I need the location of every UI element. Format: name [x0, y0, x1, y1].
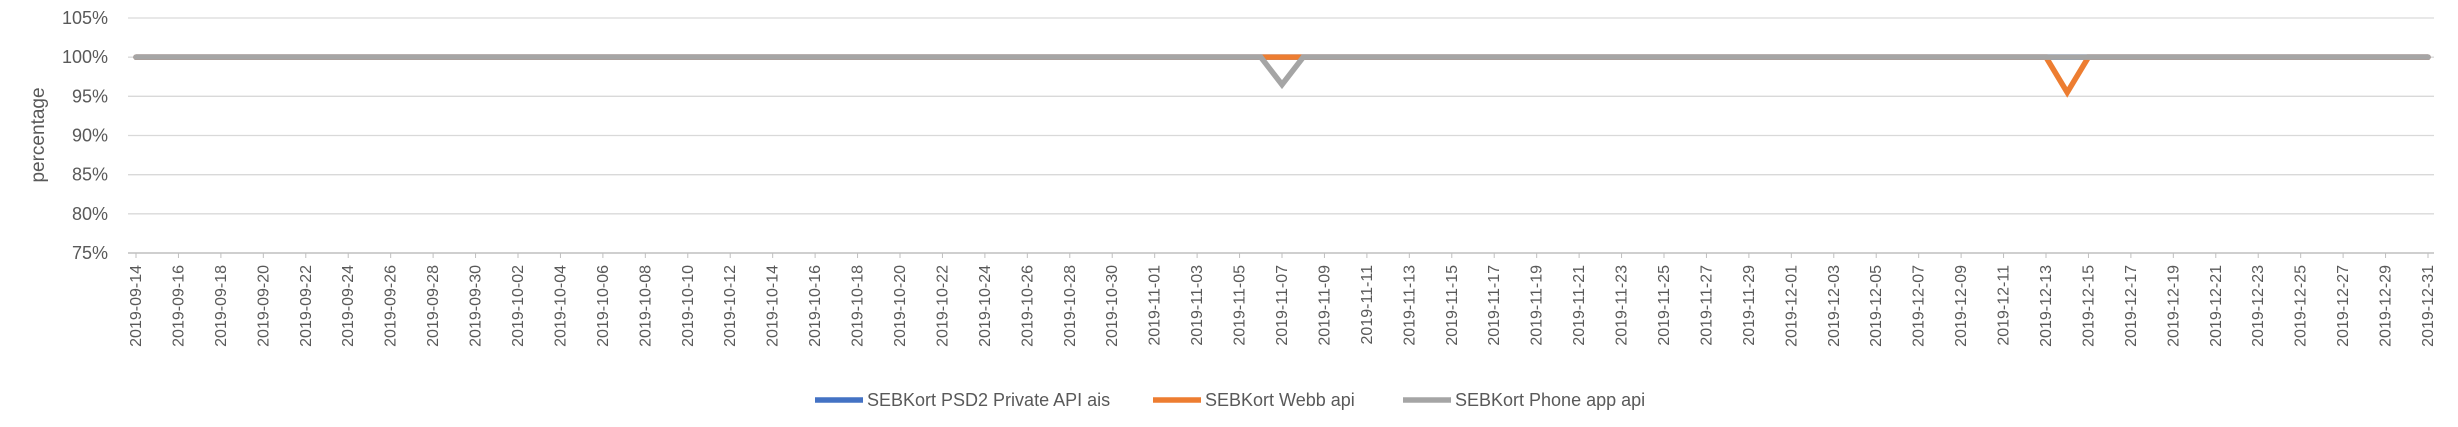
x-tick-label: 2019-09-20	[255, 265, 272, 347]
x-tick-label: 2019-12-15	[2080, 265, 2097, 347]
x-tick-label: 2019-09-16	[170, 265, 187, 347]
x-tick-label: 2019-10-10	[680, 265, 697, 347]
y-tick-label: 85%	[72, 165, 108, 185]
x-tick-label: 2019-09-28	[425, 265, 442, 347]
x-tick-label: 2019-10-14	[765, 265, 782, 347]
x-tick-label: 2019-12-31	[2420, 265, 2437, 347]
x-tick-label: 2019-10-24	[977, 265, 994, 347]
x-tick-label: 2019-11-13	[1401, 265, 1418, 346]
x-tick-label: 2019-09-30	[468, 265, 485, 347]
x-tick-label: 2019-10-08	[637, 265, 654, 347]
x-tick-label: 2019-12-07	[1911, 265, 1928, 347]
x-tick-label: 2019-11-19	[1529, 265, 1546, 346]
x-tick-label: 2019-11-15	[1444, 265, 1461, 346]
x-axis-ticks: 2019-09-14 2019-09-16 2019-09-18 2019-09-20…	[128, 253, 2437, 347]
x-tick-label: 2019-12-17	[2123, 265, 2140, 347]
x-tick-label: 2019-10-12	[722, 265, 739, 347]
legend: SEBKort PSD2 Private API ais SEBKort Webb…	[815, 390, 1645, 410]
x-tick-label: 2019-12-13	[2038, 265, 2055, 347]
x-tick-label: 2019-11-07	[1274, 265, 1291, 346]
y-tick-label: 100%	[62, 47, 108, 67]
x-tick-label: 2019-11-27	[1698, 265, 1715, 346]
x-tick-label: 2019-09-18	[213, 265, 230, 347]
y-axis-label: percentage	[28, 87, 49, 182]
x-tick-label: 2019-11-17	[1486, 265, 1503, 346]
x-tick-label: 2019-12-23	[2250, 265, 2267, 347]
x-tick-label: 2019-11-23	[1614, 265, 1631, 346]
x-tick-label: 2019-11-03	[1189, 265, 1206, 346]
x-tick-label: 2019-12-09	[1953, 265, 1970, 347]
x-tick-label: 2019-11-21	[1571, 265, 1588, 346]
x-tick-label: 2019-10-02	[510, 265, 527, 347]
x-tick-label: 2019-09-14	[128, 265, 145, 347]
x-tick-label: 2019-12-27	[2335, 265, 2352, 347]
x-tick-label: 2019-12-03	[1826, 265, 1843, 347]
y-tick-label: 95%	[72, 86, 108, 106]
x-tick-label: 2019-12-11	[1996, 265, 2013, 346]
x-tick-label: 2019-10-06	[595, 265, 612, 347]
x-tick-label: 2019-10-22	[934, 265, 951, 347]
y-tick-label: 90%	[72, 126, 108, 146]
x-tick-label: 2019-09-22	[298, 265, 315, 347]
x-tick-label: 2019-10-04	[552, 265, 569, 347]
x-tick-label: 2019-12-21	[2208, 265, 2225, 347]
x-tick-label: 2019-11-01	[1147, 265, 1164, 346]
x-tick-label: 2019-10-28	[1062, 265, 1079, 347]
x-tick-label: 2019-12-01	[1783, 265, 1800, 347]
y-axis-ticks: 75% 80% 85% 90% 95% 100% 105%	[62, 8, 108, 263]
x-tick-label: 2019-11-29	[1741, 265, 1758, 346]
gridlines	[128, 17, 2434, 254]
x-tick-label: 2019-09-24	[340, 265, 357, 347]
y-tick-label: 105%	[62, 8, 108, 28]
x-tick-label: 2019-11-09	[1316, 265, 1333, 346]
legend-label-0: SEBKort PSD2 Private API ais	[867, 390, 1110, 410]
legend-label-1: SEBKort Webb api	[1205, 390, 1355, 410]
x-tick-label: 2019-12-29	[2378, 265, 2395, 347]
x-tick-label: 2019-11-25	[1656, 265, 1673, 346]
y-tick-label: 80%	[72, 204, 108, 224]
x-tick-label: 2019-11-11	[1359, 265, 1376, 345]
x-tick-label: 2019-10-26	[1019, 265, 1036, 347]
x-tick-label: 2019-09-26	[383, 265, 400, 347]
x-tick-label: 2019-10-16	[807, 265, 824, 347]
y-tick-label: 75%	[72, 243, 108, 263]
legend-label-2: SEBKort Phone app api	[1455, 390, 1645, 410]
x-tick-label: 2019-12-05	[1868, 265, 1885, 347]
x-tick-label: 2019-10-20	[892, 265, 909, 347]
series-line-2	[133, 54, 2431, 90]
x-tick-label: 2019-10-18	[850, 265, 867, 347]
series-lines	[133, 54, 2431, 98]
x-tick-label: 2019-11-05	[1232, 265, 1249, 346]
x-tick-label: 2019-12-25	[2293, 265, 2310, 347]
x-tick-label: 2019-10-30	[1104, 265, 1121, 347]
x-tick-label: 2019-12-19	[2165, 265, 2182, 347]
